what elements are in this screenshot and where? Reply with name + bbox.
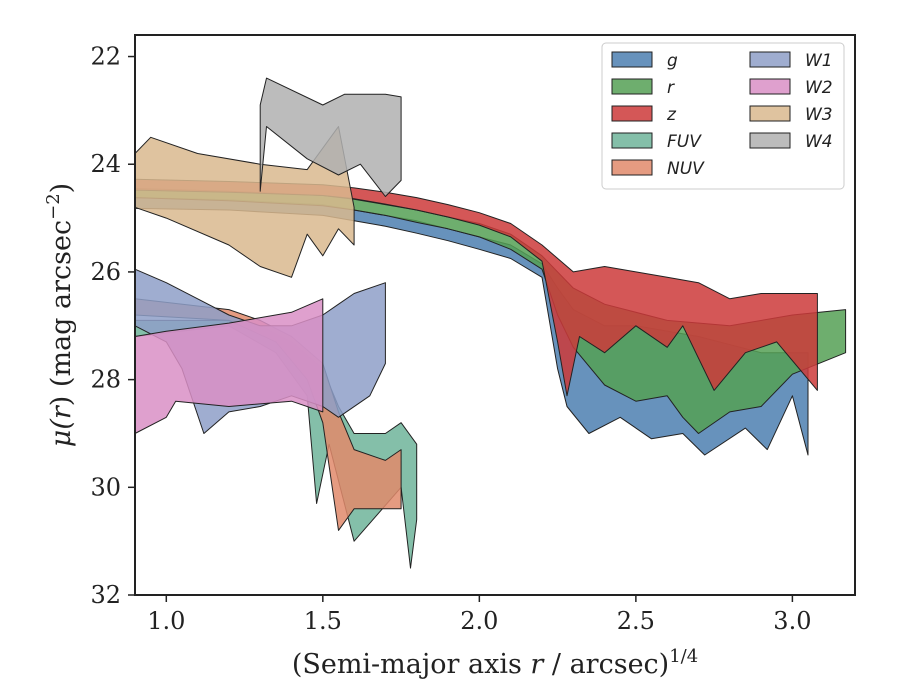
y-tick-label: 24	[90, 150, 121, 178]
y-tick-label: 22	[90, 43, 121, 71]
legend-label-w2: W2	[805, 78, 833, 98]
legend-swatch-w2	[749, 78, 791, 95]
x-axis-label: (Semi-major axis r / arcsec)1/4	[292, 646, 698, 680]
y-axis: 22 24 26 28 30 32	[90, 43, 135, 609]
y-tick-label: 32	[90, 581, 121, 609]
legend-label-r: r	[667, 78, 675, 98]
y-axis-label: μ(r) (mag arcsec−2)	[43, 183, 77, 447]
legend-label-nuv: NUV	[667, 159, 705, 179]
legend-label-w3: W3	[805, 105, 833, 125]
area-w2	[134, 298, 324, 434]
legend-label-g: g	[667, 51, 678, 71]
x-tick-label: 3.0	[773, 607, 811, 635]
legend-swatch-r	[611, 78, 653, 95]
y-tick-label: 28	[90, 366, 121, 394]
legend-swatch-w1	[749, 51, 791, 68]
y-tick-label: 26	[90, 258, 121, 286]
legend-label-fuv: FUV	[667, 132, 702, 152]
legend-swatch-z	[611, 105, 653, 122]
x-tick-label: 2.5	[617, 607, 655, 635]
area-z	[134, 178, 818, 397]
x-tick-label: 2.0	[460, 607, 498, 635]
area-w3	[134, 126, 355, 278]
legend-swatch-w4	[749, 132, 791, 149]
legend-label-z: z	[666, 105, 677, 125]
y-tick-label: 30	[90, 473, 121, 501]
x-tick-label: 1.5	[304, 607, 342, 635]
legend-label-w4: W4	[805, 132, 833, 152]
legend-swatch-w3	[749, 105, 791, 122]
legend-swatch-g	[611, 51, 653, 68]
plot-frame	[134, 34, 856, 596]
x-axis: 1.0 1.5 2.0 2.5 3.0	[147, 595, 811, 635]
legend-label-w1: W1	[805, 51, 833, 71]
legend-swatch-fuv	[611, 132, 653, 149]
x-tick-label: 1.0	[147, 607, 185, 635]
area-w4	[259, 77, 402, 197]
plot-areas	[134, 77, 847, 569]
legend: grz FUV NUV W1 W2 W3 W4	[601, 42, 845, 190]
legend-swatch-nuv	[611, 159, 653, 176]
